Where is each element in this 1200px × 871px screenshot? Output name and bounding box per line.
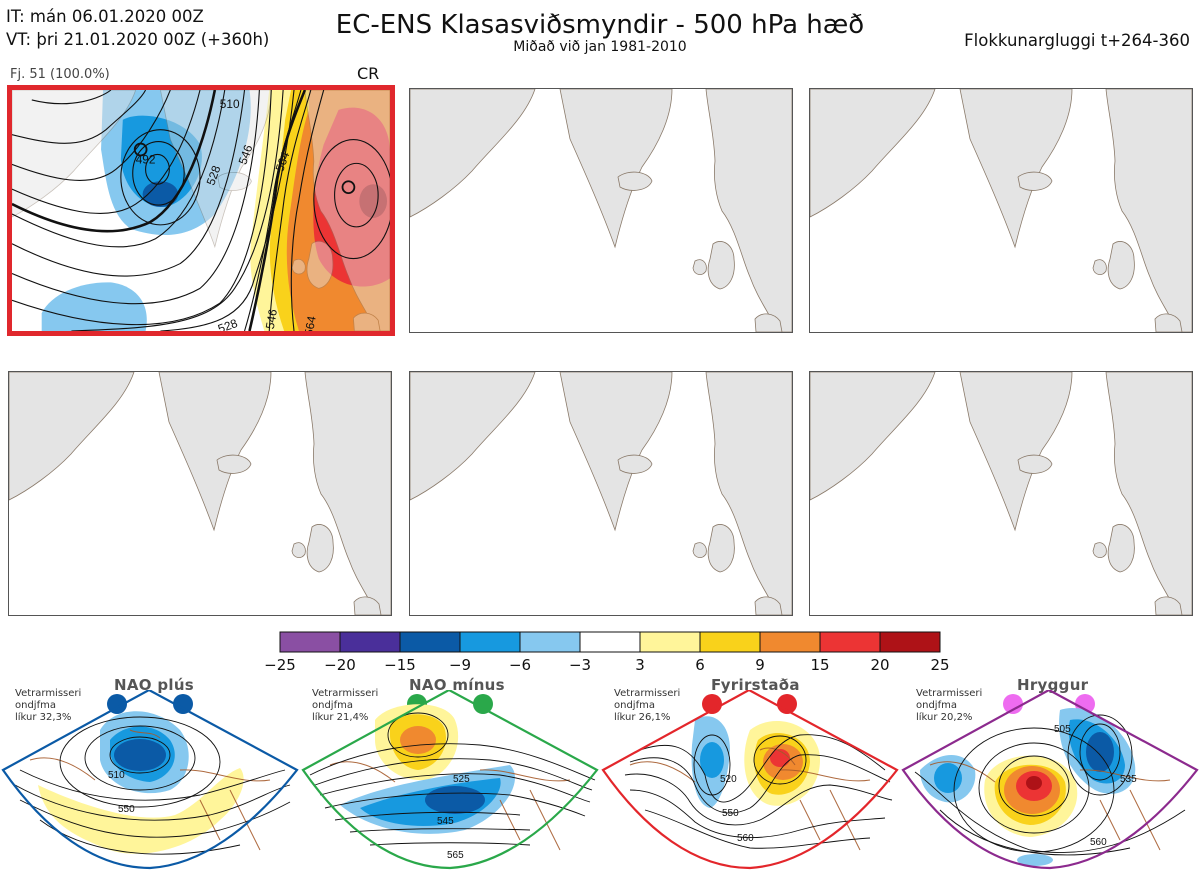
cluster-map-2 bbox=[409, 88, 793, 333]
contour-label: 505 bbox=[1054, 724, 1071, 735]
cluster-map-3 bbox=[809, 88, 1193, 333]
regime-note: Vetrarmisseri ondjfma líkur 21,4% bbox=[312, 688, 378, 724]
contour-label: 545 bbox=[437, 816, 454, 827]
regime-dot bbox=[473, 694, 493, 714]
cluster-map-4 bbox=[8, 371, 392, 616]
contour-label: 560 bbox=[737, 833, 754, 844]
colorbar-tick: 15 bbox=[810, 656, 830, 674]
colorbar-swatch bbox=[579, 631, 641, 653]
classification-window: Flokkunargluggi t+264-360 bbox=[964, 31, 1190, 50]
regime-note-line: Vetrarmisseri bbox=[614, 688, 681, 699]
colorbar-swatch bbox=[759, 631, 821, 653]
regime-note-line: ondjfma bbox=[916, 700, 957, 711]
colorbar-tick: 3 bbox=[635, 656, 645, 674]
contour-label: 492 bbox=[136, 152, 156, 166]
regime-frame bbox=[901, 690, 1199, 870]
regime-map-nao-plus: 510 550 bbox=[1, 690, 299, 870]
regime-map-ridge: 505 535 560 bbox=[901, 690, 1199, 870]
colorbar-tick: −15 bbox=[384, 656, 416, 674]
regime-note-line: ondjfma bbox=[15, 700, 56, 711]
regime-probability: líkur 21,4% bbox=[312, 712, 369, 723]
cluster-map-6 bbox=[809, 371, 1193, 616]
contour-label: 546 bbox=[236, 143, 256, 167]
contour-label: 510 bbox=[220, 97, 240, 111]
regime-map-blocking: 520 550 560 bbox=[601, 690, 899, 870]
colorbar-tick: −25 bbox=[264, 656, 296, 674]
contour-label: 546 bbox=[263, 308, 280, 330]
regime-frame bbox=[1, 690, 299, 870]
colorbar-tick: 9 bbox=[755, 656, 765, 674]
colorbar-tick: −9 bbox=[448, 656, 472, 674]
init-time: IT: mán 06.01.2020 00Z bbox=[6, 7, 204, 26]
colorbar-swatch bbox=[399, 631, 461, 653]
colorbar-swatch bbox=[879, 631, 941, 653]
colorbar-tick: −3 bbox=[568, 656, 592, 674]
colorbar-tick: 6 bbox=[695, 656, 705, 674]
page-subtitle: Miðað við jan 1981-2010 bbox=[513, 39, 687, 55]
regime-note-line: ondjfma bbox=[312, 700, 353, 711]
contour-label: 560 bbox=[1090, 837, 1107, 848]
contour-label: 525 bbox=[453, 774, 470, 785]
cluster-map-1: 510 492 528 546 564 546 528 564 bbox=[7, 85, 395, 336]
colorbar-swatch bbox=[459, 631, 521, 653]
contour-label: 510 bbox=[108, 770, 125, 781]
run-info: IT: mán 06.01.2020 00Z VT: þri 21.01.202… bbox=[6, 5, 269, 51]
colorbar-tick: 25 bbox=[930, 656, 950, 674]
contour-label: 520 bbox=[720, 774, 737, 785]
colorbar-swatch bbox=[339, 631, 401, 653]
contour-label: 528 bbox=[216, 316, 240, 331]
regime-frame bbox=[301, 690, 599, 870]
contour-label: 564 bbox=[302, 315, 319, 331]
regime-title: NAO mínus bbox=[409, 676, 505, 694]
colorbar-tick: −20 bbox=[324, 656, 356, 674]
contour-label: 564 bbox=[273, 150, 293, 174]
colorbar-swatch bbox=[819, 631, 881, 653]
colorbar-tick: −6 bbox=[508, 656, 532, 674]
colorbar bbox=[279, 631, 941, 653]
regime-probability: líkur 20,2% bbox=[916, 712, 973, 723]
regime-dot bbox=[702, 694, 722, 714]
colorbar-swatch bbox=[279, 631, 341, 653]
colorbar-swatch bbox=[699, 631, 761, 653]
cluster-regime: CR bbox=[357, 64, 380, 83]
contour-label: 550 bbox=[118, 804, 135, 815]
colorbar-tick: 20 bbox=[870, 656, 890, 674]
regime-note-line: Vetrarmisseri bbox=[15, 688, 82, 699]
regime-note-line: ondjfma bbox=[614, 700, 655, 711]
regime-note: Vetrarmisseri ondjfma líkur 32,3% bbox=[15, 688, 81, 724]
contour-label: 550 bbox=[722, 808, 739, 819]
regime-title: Fyrirstaða bbox=[711, 676, 800, 694]
cluster-label: Fj. 51 (100.0%) bbox=[10, 67, 110, 82]
colorbar-swatch bbox=[519, 631, 581, 653]
regime-probability: líkur 26,1% bbox=[614, 712, 671, 723]
contour-label: 565 bbox=[447, 850, 464, 861]
colorbar-swatch bbox=[639, 631, 701, 653]
regime-title: Hryggur bbox=[1017, 676, 1089, 694]
contour-label: 535 bbox=[1120, 774, 1137, 785]
regime-note: Vetrarmisseri ondjfma líkur 26,1% bbox=[614, 688, 680, 724]
regime-map-nao-minus: 525 545 565 bbox=[301, 690, 599, 870]
regime-dot bbox=[107, 694, 127, 714]
regime-note-line: Vetrarmisseri bbox=[312, 688, 379, 699]
regime-note-line: Vetrarmisseri bbox=[916, 688, 983, 699]
regime-frame bbox=[601, 690, 899, 870]
regime-dot bbox=[173, 694, 193, 714]
valid-time: VT: þri 21.01.2020 00Z (+360h) bbox=[6, 30, 270, 49]
contour-label: 528 bbox=[204, 163, 224, 187]
regime-title: NAO plús bbox=[114, 676, 195, 694]
cluster-map-5 bbox=[409, 371, 793, 616]
regime-dot bbox=[1003, 694, 1023, 714]
page-title: EC-ENS Klasasviðsmyndir - 500 hPa hæð bbox=[335, 10, 865, 40]
regime-probability: líkur 32,3% bbox=[15, 712, 72, 723]
regime-note: Vetrarmisseri ondjfma líkur 20,2% bbox=[916, 688, 982, 724]
